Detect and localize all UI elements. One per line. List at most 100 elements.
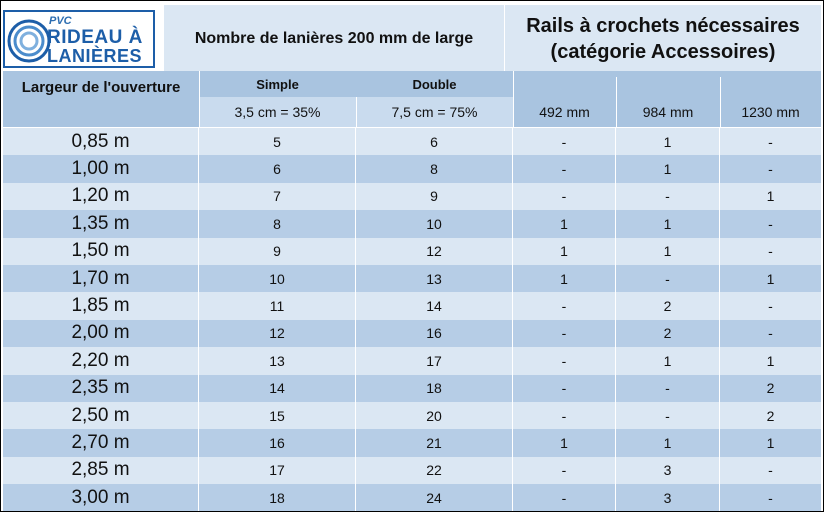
table-row: 2,85 m 17 22-3-: [3, 456, 821, 485]
rail-984-cell: 2: [616, 319, 720, 348]
simple-header: Simple: [256, 77, 299, 92]
rail-1230-cell: 1: [766, 434, 775, 451]
double-header: Double: [412, 77, 457, 92]
simple-count-cell: 10: [199, 264, 356, 293]
rail-1230-cell: 1: [766, 188, 775, 205]
opening-width-cell: 1,70 m: [3, 264, 199, 293]
simple-count-cell: 13: [199, 347, 356, 375]
double-count-cell: 18: [356, 374, 513, 402]
simple-count-cell: 11: [199, 292, 356, 320]
rail-1230-cell: 2: [766, 407, 775, 424]
double-count-cell: 14: [356, 292, 513, 320]
logo-pvc-text: PVC: [49, 15, 72, 27]
double-count-cell: 16: [356, 319, 513, 348]
simple-count-cell: 14: [199, 374, 356, 402]
rail-1230-cell: -: [768, 243, 773, 260]
simple-count-cell: 8: [199, 210, 356, 238]
rail-984-cell: 1: [616, 210, 720, 238]
opening-width-cell: 2,00 m: [3, 319, 199, 348]
simple-count-cell: 18: [199, 484, 356, 511]
header-divider: [356, 97, 357, 127]
brand-logo: PVC RIDEAU À LANIÈRES: [3, 5, 163, 71]
rail-1230-cell: 1: [766, 270, 775, 287]
simple-count-cell: 15: [199, 401, 356, 430]
rail-1230-cell: -: [768, 133, 773, 150]
double-count-cell: 20: [356, 401, 513, 430]
rail-492-cell: 1: [513, 429, 616, 457]
rail-984-cell: 3: [616, 456, 720, 485]
logo-rings-icon: [3, 10, 155, 68]
double-count-cell: 6: [356, 128, 513, 156]
opening-width-cell: 1,00 m: [3, 155, 199, 183]
simple-count-cell: 12: [199, 319, 356, 348]
simple-count-cell: 17: [199, 456, 356, 485]
table-row: 1,50 m 9 12 1 1-: [3, 237, 821, 265]
simple-count-cell: 5: [199, 128, 356, 156]
simple-count-cell: 16: [199, 429, 356, 457]
rail-492-cell: -: [513, 319, 616, 348]
rail-492-cell: 1: [513, 237, 616, 265]
opening-width-cell: 1,85 m: [3, 292, 199, 320]
double-count-cell: 21: [356, 429, 513, 457]
table-row: 2,00 m 12 16-2-: [3, 319, 821, 348]
double-count-cell: 17: [356, 347, 513, 375]
rail-984-cell: 1: [616, 128, 720, 156]
rails-title-line1: Rails à crochets nécessaires: [526, 15, 800, 37]
opening-width-cell: 2,70 m: [3, 429, 199, 457]
table-row: 2,70 m 16 21 1 1 1: [3, 429, 821, 457]
rail-984-cell: -: [616, 401, 720, 430]
rail-1230-cell: -: [768, 298, 773, 315]
logo-line2: LANIÈRES: [47, 46, 143, 66]
rail-984-cell: 1: [616, 237, 720, 265]
rail-1230-cell: -: [768, 215, 773, 232]
opening-width-cell: 0,85 m: [3, 128, 199, 156]
rail-492-cell: -: [513, 155, 616, 183]
rail-1230-cell: 1: [766, 352, 775, 369]
double-count-cell: 9: [356, 182, 513, 211]
rail-984-header: 984 mm: [642, 104, 694, 120]
double-count-cell: 12: [356, 237, 513, 265]
rail-492-cell: -: [513, 128, 616, 156]
rail-492-cell: -: [513, 292, 616, 320]
table-row: 2,35 m 14 18- -2: [3, 374, 821, 402]
rail-1230-header: 1230 mm: [741, 104, 800, 120]
simple-count-cell: 9: [199, 237, 356, 265]
rail-1230-cell: 2: [766, 380, 775, 397]
opening-width-cell: 2,50 m: [3, 401, 199, 430]
rail-984-cell: 2: [616, 292, 720, 320]
header-divider: [199, 71, 200, 127]
opening-width-cell: 1,50 m: [3, 237, 199, 265]
rails-title-line2: (catégorie Accessoires): [550, 41, 776, 63]
rail-984-cell: 1: [616, 429, 720, 457]
rail-492-cell: -: [513, 182, 616, 211]
opening-width-cell: 2,85 m: [3, 456, 199, 485]
opening-width-cell: 2,35 m: [3, 374, 199, 402]
opening-width-cell: 1,20 m: [3, 182, 199, 211]
rail-492-cell: 1: [513, 264, 616, 293]
simple-subheader: 3,5 cm = 35%: [199, 97, 356, 127]
rail-492-cell: -: [513, 484, 616, 511]
double-count-cell: 8: [356, 155, 513, 183]
rail-984-cell: -: [616, 374, 720, 402]
rail-492-cell: -: [513, 456, 616, 485]
opening-width-cell: 2,20 m: [3, 347, 199, 375]
rail-1230-cell: -: [768, 462, 773, 479]
table-row: 1,35 m 8 10 1 1-: [3, 210, 821, 238]
double-subheader: 7,5 cm = 75%: [356, 97, 513, 127]
opening-width-cell: 3,00 m: [3, 484, 199, 511]
double-count-cell: 24: [356, 484, 513, 511]
double-count-cell: 10: [356, 210, 513, 238]
rail-492-cell: -: [513, 374, 616, 402]
double-count-cell: 13: [356, 264, 513, 293]
rail-984-cell: 3: [616, 484, 720, 511]
opening-width-cell: 1,35 m: [3, 210, 199, 238]
rails-title: Rails à crochets nécessaires (catégorie …: [505, 5, 821, 77]
rail-492-cell: -: [513, 347, 616, 375]
rail-492-header: 492 mm: [539, 104, 590, 120]
opening-header: Largeur de l'ouverture: [21, 79, 181, 96]
